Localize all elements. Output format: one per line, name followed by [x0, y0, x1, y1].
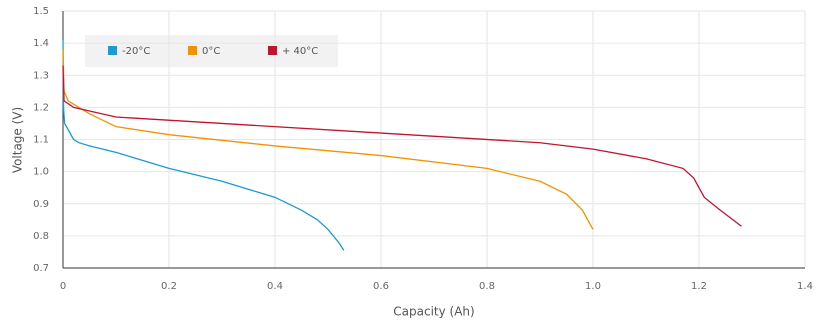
x-tick-label: 0.2 [161, 281, 177, 292]
x-tick-label: 1.4 [797, 281, 813, 292]
y-tick-label: 1.4 [33, 38, 49, 49]
y-tick-label: 0.9 [33, 199, 49, 210]
x-tick-label: 1.2 [691, 281, 707, 292]
legend-label: -20°C [122, 46, 150, 57]
series-line [62, 65, 742, 227]
y-tick-label: 1.1 [33, 135, 49, 146]
y-tick-label: 1.5 [33, 6, 49, 17]
legend-swatch [268, 46, 277, 55]
legend-box [85, 35, 338, 67]
y-axis-title: Voltage (V) [11, 107, 25, 173]
legend-label: 0°C [202, 46, 220, 57]
y-tick-label: 0.7 [33, 263, 49, 274]
x-tick-label: 0 [60, 281, 66, 292]
y-tick-label: 1.3 [33, 70, 49, 81]
y-tick-label: 1.0 [33, 167, 49, 178]
y-tick-label: 0.8 [33, 231, 49, 242]
x-axis-title: Capacity (Ah) [393, 305, 474, 319]
series-line [62, 49, 594, 230]
legend-swatch [108, 46, 117, 55]
x-tick-label: 0.6 [373, 281, 389, 292]
y-tick-label: 1.2 [33, 102, 49, 113]
x-tick-label: 0.4 [267, 281, 283, 292]
legend-swatch [188, 46, 197, 55]
series-line [62, 39, 345, 251]
x-tick-label: 0.8 [479, 281, 495, 292]
x-tick-label: 1.0 [585, 281, 601, 292]
legend-label: + 40°C [282, 46, 318, 57]
